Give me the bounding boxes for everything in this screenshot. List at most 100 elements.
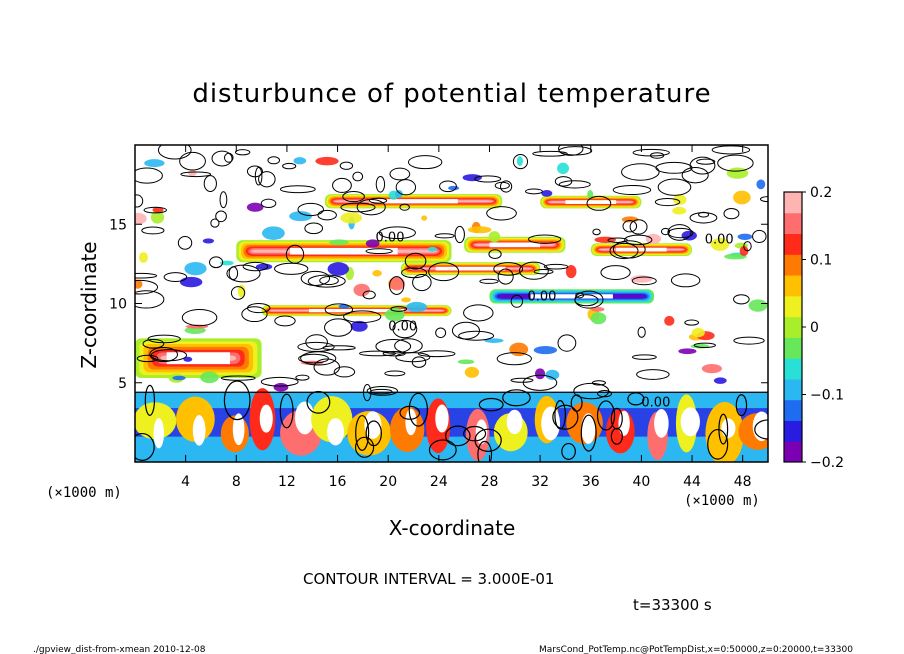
contour-line bbox=[343, 310, 382, 324]
anomaly-blob bbox=[664, 315, 675, 326]
contour-line bbox=[224, 152, 234, 163]
contour-line bbox=[375, 175, 386, 193]
contour-line bbox=[356, 198, 386, 216]
contour-line bbox=[157, 145, 192, 160]
contour-line bbox=[136, 354, 159, 363]
anomaly-blob bbox=[394, 190, 403, 198]
anomaly-band-core bbox=[616, 247, 667, 252]
contour-line bbox=[333, 366, 356, 378]
contour-value-label: 0.00 bbox=[641, 396, 670, 411]
anomaly-blob bbox=[340, 212, 363, 224]
contour-line bbox=[525, 188, 543, 195]
contour-line bbox=[660, 227, 671, 236]
anomaly-blob bbox=[406, 301, 427, 313]
anomaly-band-core bbox=[435, 266, 506, 271]
colorbar-segment bbox=[784, 399, 802, 421]
contour-line bbox=[561, 442, 576, 460]
y-tick-label: 5 bbox=[118, 376, 127, 392]
anomaly-blob bbox=[350, 320, 368, 332]
x-tick-label: 4 bbox=[181, 474, 190, 490]
contour-line bbox=[723, 207, 740, 220]
contour-line bbox=[580, 414, 597, 452]
contour-line bbox=[340, 202, 376, 213]
colorbar: 0.2 0.1 0 −0.1 −0.2 bbox=[783, 185, 844, 471]
contour-line bbox=[241, 306, 268, 323]
contour-line bbox=[733, 294, 750, 305]
anomaly-blob bbox=[220, 260, 234, 266]
x-tick-label: 24 bbox=[430, 474, 448, 490]
contour-line bbox=[528, 234, 562, 244]
anomaly-blob bbox=[545, 369, 560, 380]
anomaly-blob bbox=[726, 167, 749, 179]
x-tick-label: 48 bbox=[734, 474, 752, 490]
contour-line bbox=[743, 241, 752, 252]
contour-line bbox=[735, 394, 748, 417]
colorbar-label: 0.2 bbox=[810, 185, 832, 201]
anomaly-blob bbox=[713, 377, 727, 384]
contour-line bbox=[510, 377, 534, 383]
y-tick-label: 15 bbox=[109, 217, 127, 233]
anomaly-band-core bbox=[565, 200, 617, 204]
contour-line bbox=[305, 334, 328, 350]
colorbar-segment bbox=[784, 192, 802, 214]
anomaly-band-core bbox=[166, 352, 230, 365]
anomaly-blob bbox=[184, 261, 207, 276]
anomaly-blob bbox=[590, 312, 607, 325]
contour-line bbox=[681, 166, 709, 184]
contour-line bbox=[600, 265, 631, 280]
contour-line bbox=[324, 303, 354, 316]
contour-line bbox=[304, 222, 324, 235]
anomaly-blob bbox=[329, 239, 349, 246]
contour-line bbox=[428, 262, 460, 282]
anomaly-blob bbox=[372, 270, 382, 277]
contour-line bbox=[486, 206, 517, 221]
contour-line bbox=[497, 268, 514, 285]
contour-line bbox=[717, 154, 754, 172]
contour-line bbox=[339, 161, 354, 170]
contour-line bbox=[575, 292, 585, 299]
colorbar-label: −0.2 bbox=[810, 455, 844, 471]
contour-line bbox=[324, 318, 353, 337]
anomaly-blob bbox=[488, 231, 501, 243]
contour-line bbox=[689, 212, 718, 224]
anomaly-blob bbox=[401, 297, 411, 303]
colorbar-segment bbox=[784, 420, 802, 442]
contour-line bbox=[223, 380, 251, 421]
contour-line bbox=[451, 321, 480, 340]
anomaly-blob bbox=[273, 382, 289, 392]
contour-line bbox=[454, 225, 465, 244]
contour-line bbox=[435, 327, 447, 339]
anomaly-blob bbox=[541, 190, 553, 197]
x-tick-label: 8 bbox=[232, 474, 241, 490]
contour-line bbox=[696, 158, 716, 165]
contour-line bbox=[342, 191, 365, 203]
contour-line bbox=[510, 294, 524, 308]
contour-line bbox=[532, 150, 568, 157]
colorbar-segment bbox=[784, 295, 802, 318]
plume-core bbox=[541, 406, 561, 441]
contour-line bbox=[395, 179, 417, 196]
contour-line bbox=[554, 400, 567, 430]
contour-line bbox=[394, 338, 423, 354]
contour-line bbox=[392, 319, 418, 339]
contour-line bbox=[597, 389, 613, 398]
contour-line bbox=[254, 166, 263, 186]
anomaly-band-core bbox=[290, 247, 398, 255]
contour-line bbox=[558, 145, 584, 156]
contour-line bbox=[667, 224, 692, 241]
anomaly-blob bbox=[289, 211, 313, 222]
contour-line bbox=[179, 151, 206, 171]
anomaly-blob bbox=[327, 262, 350, 276]
contour-line bbox=[399, 203, 410, 211]
contour-line bbox=[142, 338, 165, 349]
anomaly-blob bbox=[681, 230, 697, 241]
contour-line bbox=[354, 436, 375, 458]
anomaly-blob bbox=[467, 226, 492, 234]
plume-core bbox=[192, 415, 206, 446]
colorbar-segment bbox=[784, 358, 802, 380]
anomaly-blob bbox=[484, 338, 504, 343]
anomaly-blob bbox=[138, 252, 148, 263]
contour-line bbox=[711, 145, 751, 155]
contour-line bbox=[684, 319, 700, 326]
y-axis-label: Z-coordinate bbox=[77, 241, 101, 368]
